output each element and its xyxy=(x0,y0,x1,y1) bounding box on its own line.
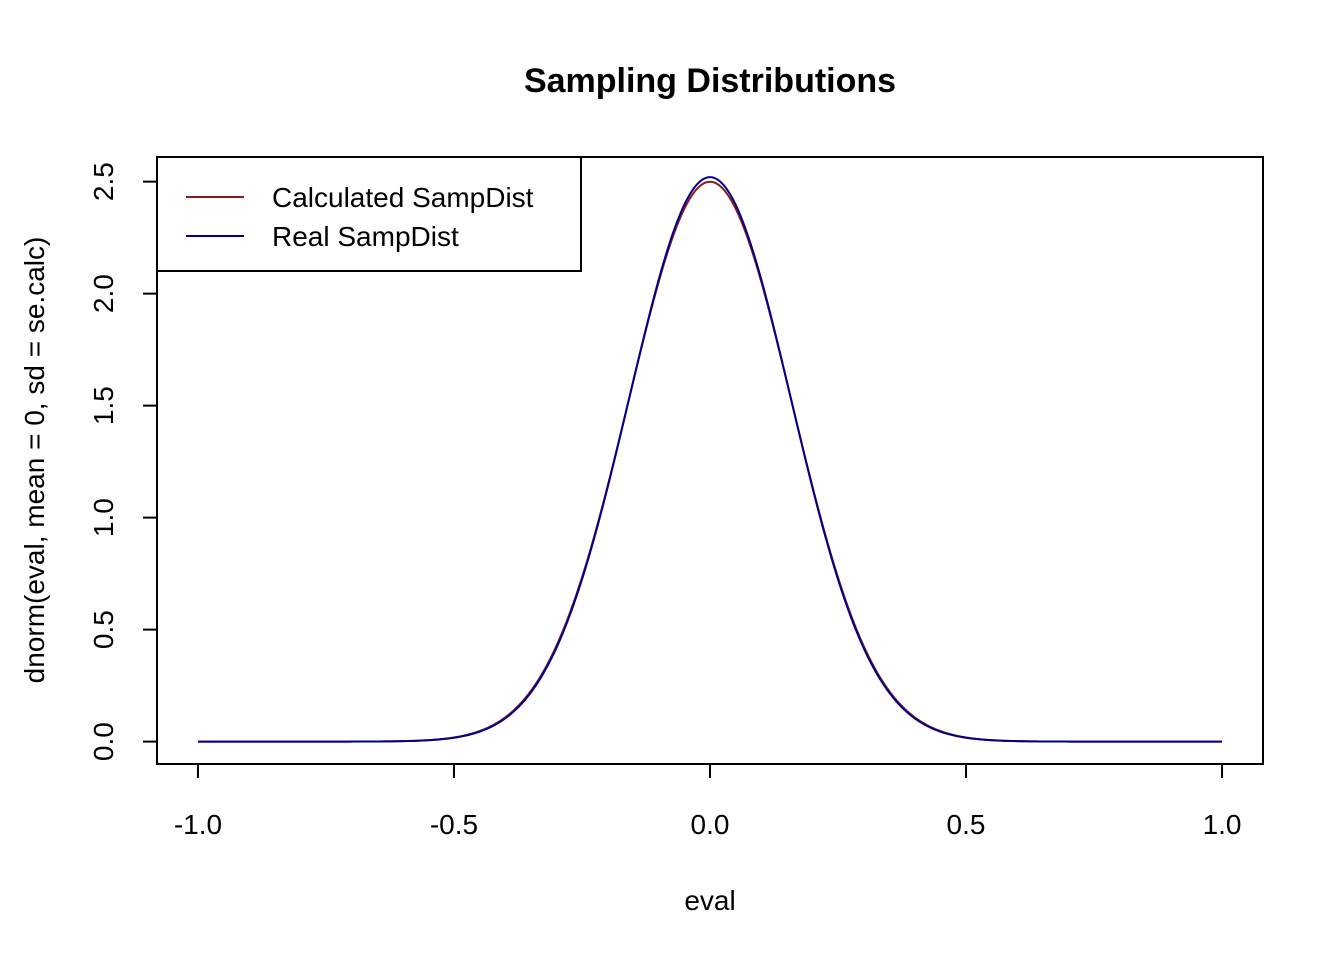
x-axis-label: eval xyxy=(684,885,735,916)
y-axis: 0.0 0.5 1.0 1.5 2.0 2.5 xyxy=(88,162,158,761)
legend-label-real: Real SampDist xyxy=(272,221,459,252)
x-tick-label: 1.0 xyxy=(1203,809,1242,840)
x-tick-label: -0.5 xyxy=(430,809,478,840)
y-axis-label: dnorm(eval, mean = 0, sd = se.calc) xyxy=(19,237,50,684)
y-tick-label: 2.0 xyxy=(88,274,119,313)
x-tick-label: 0.5 xyxy=(947,809,986,840)
legend-label-calculated: Calculated SampDist xyxy=(272,182,534,213)
chart-title: Sampling Distributions xyxy=(524,62,896,100)
y-tick-label: 2.5 xyxy=(88,162,119,201)
y-tick-label: 1.0 xyxy=(88,498,119,537)
legend-box xyxy=(156,156,582,272)
x-axis: -1.0 -0.5 0.0 0.5 1.0 xyxy=(174,763,1242,840)
x-tick-label: -1.0 xyxy=(174,809,222,840)
x-tick-label: 0.0 xyxy=(691,809,730,840)
y-tick-label: 1.5 xyxy=(88,386,119,425)
legend: Calculated SampDist Real SampDist xyxy=(156,156,582,272)
y-tick-label: 0.5 xyxy=(88,610,119,649)
series-line-real xyxy=(197,176,1223,743)
y-tick-label: 0.0 xyxy=(88,722,119,761)
series-layer xyxy=(197,176,1223,743)
